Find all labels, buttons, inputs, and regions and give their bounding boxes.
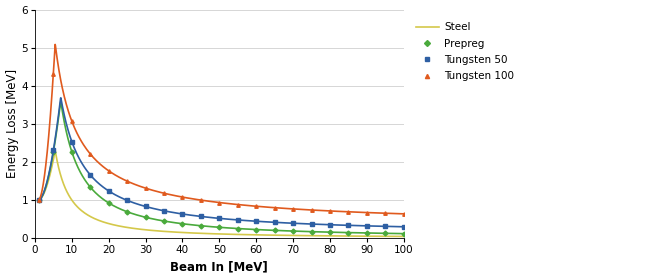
Steel bbox=[46, 175, 54, 179]
Tungsten 50 bbox=[35, 198, 43, 201]
Line: Tungsten 50: Tungsten 50 bbox=[37, 140, 405, 229]
Tungsten 50 bbox=[49, 149, 57, 152]
Prepreg bbox=[197, 224, 205, 227]
Steel bbox=[41, 189, 49, 193]
Prepreg bbox=[308, 230, 316, 233]
Tungsten 100 bbox=[105, 169, 113, 172]
Prepreg bbox=[68, 150, 76, 153]
Prepreg bbox=[363, 231, 371, 235]
Prepreg bbox=[345, 231, 352, 234]
Prepreg bbox=[105, 201, 113, 205]
Line: Tungsten 100: Tungsten 100 bbox=[37, 72, 405, 216]
Tungsten 100 bbox=[141, 186, 149, 190]
Tungsten 100 bbox=[363, 211, 371, 214]
Tungsten 100 bbox=[160, 192, 168, 195]
Tungsten 50 bbox=[160, 209, 168, 213]
Tungsten 50 bbox=[326, 223, 334, 227]
Prepreg bbox=[215, 226, 223, 229]
Prepreg bbox=[326, 230, 334, 234]
Prepreg bbox=[86, 185, 94, 189]
Tungsten 100 bbox=[326, 209, 334, 213]
Tungsten 100 bbox=[271, 206, 278, 209]
Tungsten 50 bbox=[68, 140, 76, 143]
Tungsten 50 bbox=[105, 189, 113, 193]
Steel bbox=[60, 183, 67, 186]
Tungsten 100 bbox=[345, 210, 352, 213]
X-axis label: Beam In [MeV]: Beam In [MeV] bbox=[170, 260, 268, 273]
Legend: Steel, Prepreg, Tungsten 50, Tungsten 100: Steel, Prepreg, Tungsten 50, Tungsten 10… bbox=[413, 19, 517, 84]
Tungsten 50 bbox=[363, 224, 371, 228]
Tungsten 50 bbox=[197, 215, 205, 218]
Steel bbox=[221, 232, 229, 236]
Tungsten 50 bbox=[141, 205, 149, 208]
Prepreg bbox=[290, 229, 297, 233]
Tungsten 100 bbox=[381, 211, 389, 215]
Tungsten 50 bbox=[215, 217, 223, 220]
Prepreg bbox=[381, 232, 389, 235]
Tungsten 50 bbox=[290, 222, 297, 225]
Line: Steel: Steel bbox=[39, 151, 403, 236]
Y-axis label: Energy Loss [MeV]: Energy Loss [MeV] bbox=[5, 69, 18, 178]
Tungsten 100 bbox=[197, 198, 205, 202]
Steel bbox=[58, 177, 66, 180]
Tungsten 100 bbox=[49, 72, 57, 75]
Tungsten 50 bbox=[123, 199, 131, 202]
Tungsten 100 bbox=[215, 201, 223, 204]
Tungsten 50 bbox=[271, 221, 278, 224]
Prepreg bbox=[141, 216, 149, 219]
Tungsten 100 bbox=[35, 198, 43, 201]
Prepreg bbox=[35, 198, 43, 201]
Tungsten 50 bbox=[345, 224, 352, 227]
Prepreg bbox=[179, 222, 187, 225]
Tungsten 100 bbox=[308, 208, 316, 212]
Tungsten 100 bbox=[179, 195, 187, 199]
Steel bbox=[35, 198, 43, 201]
Prepreg bbox=[271, 229, 278, 232]
Tungsten 100 bbox=[68, 119, 76, 123]
Tungsten 50 bbox=[381, 225, 389, 228]
Tungsten 100 bbox=[252, 205, 260, 208]
Tungsten 50 bbox=[308, 222, 316, 226]
Steel bbox=[105, 222, 113, 225]
Prepreg bbox=[234, 227, 242, 230]
Tungsten 100 bbox=[400, 212, 407, 215]
Prepreg bbox=[49, 150, 57, 154]
Tungsten 50 bbox=[86, 173, 94, 177]
Prepreg bbox=[252, 228, 260, 231]
Steel bbox=[51, 149, 59, 152]
Line: Prepreg: Prepreg bbox=[37, 150, 405, 235]
Tungsten 50 bbox=[234, 218, 242, 222]
Steel bbox=[400, 235, 407, 238]
Tungsten 100 bbox=[86, 152, 94, 156]
Prepreg bbox=[123, 210, 131, 213]
Tungsten 100 bbox=[123, 179, 131, 183]
Tungsten 50 bbox=[179, 212, 187, 216]
Tungsten 50 bbox=[400, 225, 407, 229]
Prepreg bbox=[160, 219, 168, 223]
Tungsten 100 bbox=[234, 203, 242, 206]
Tungsten 100 bbox=[290, 207, 297, 211]
Tungsten 50 bbox=[252, 220, 260, 223]
Prepreg bbox=[400, 232, 407, 235]
